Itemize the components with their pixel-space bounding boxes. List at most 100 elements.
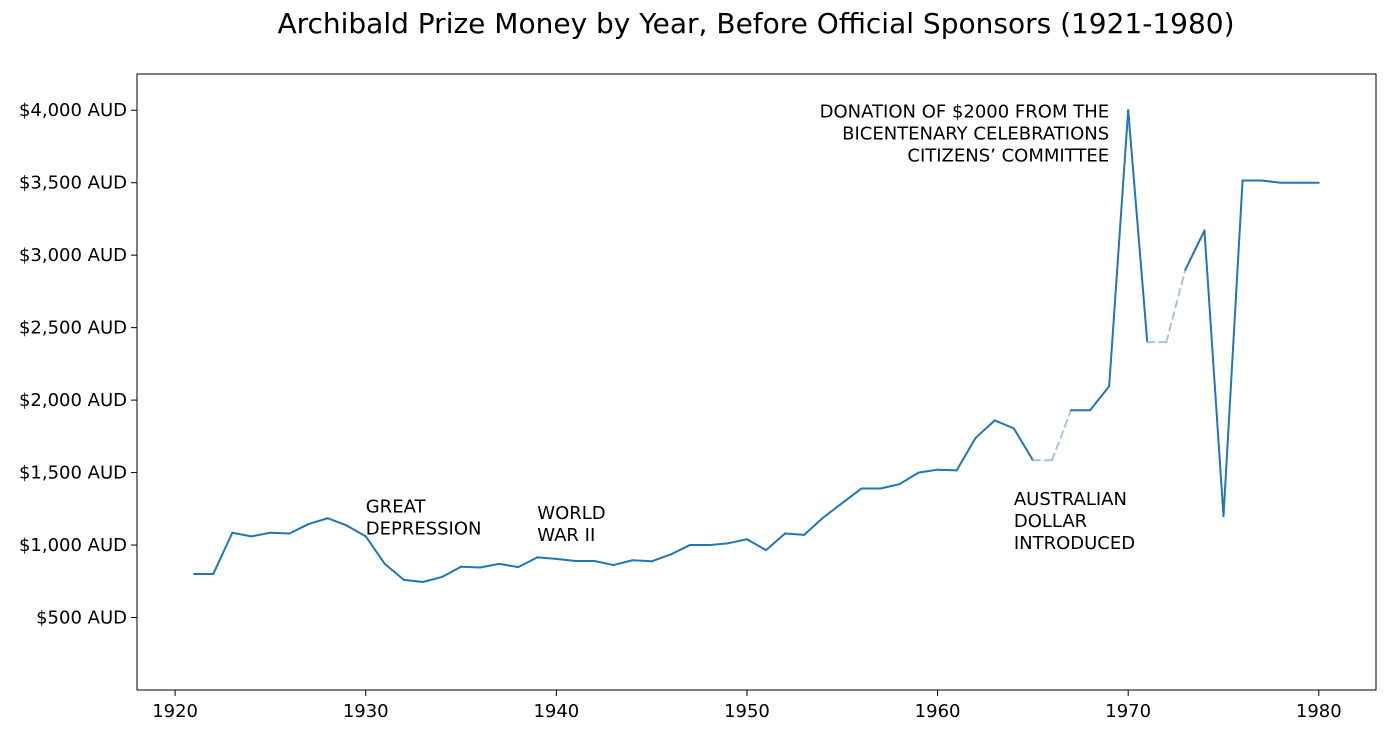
data-point [365,535,367,537]
data-point [346,524,348,526]
data-point [879,488,881,490]
data-point [250,535,252,537]
line-segment [669,544,691,556]
data-point [498,563,500,565]
data-point [1127,109,1129,111]
data-point [918,472,920,474]
line-segment [745,538,768,552]
data-point [288,532,290,534]
line-segment [784,532,806,536]
data-point [1280,182,1282,184]
data-point [822,517,824,519]
data-point [784,532,786,534]
line-segment [1089,385,1111,412]
line-segment [345,524,367,538]
line-segment [917,468,939,474]
data-point [1184,269,1186,271]
data-point [384,563,386,565]
data-point [1299,182,1301,184]
data-point [1261,180,1263,182]
y-tick-label: $4,000 AUD [19,100,127,121]
data-point [1108,385,1110,387]
data-point [1051,459,1053,461]
data-point [841,502,843,504]
line-segment [460,565,482,569]
data-point [574,560,576,562]
line-segment [822,502,844,519]
x-tick-label: 1940 [533,701,579,722]
data-point [517,566,519,568]
data-point [689,544,691,546]
line-segment [555,557,577,563]
data-point [269,532,271,534]
line-segment [803,516,825,536]
y-tick-label: $500 AUD [36,608,127,629]
y-tick-label: $2,000 AUD [19,390,127,411]
data-point [555,558,557,560]
line-segment [402,578,424,584]
data-point [670,553,672,555]
data-point [327,517,329,519]
data-point [803,534,805,536]
data-point [651,560,653,562]
annotation: GREAT DEPRESSION [366,496,482,539]
line-segment [307,517,329,526]
line-segment [593,560,615,567]
line-segment [269,531,291,535]
x-tick-label: 1970 [1105,701,1151,722]
data-point [708,544,710,546]
data-point [1089,409,1091,411]
x-tick-label: 1960 [915,701,961,722]
line-segment [765,532,787,552]
annotation: DONATION OF $2000 FROM THE BICENTENARY CE… [820,101,1109,166]
data-point [479,567,481,569]
line-segment [288,523,310,535]
line-segment [1108,109,1130,388]
line-segment [536,556,558,560]
plot-frame [136,73,1377,691]
data-point [422,581,424,583]
x-tick-label: 1950 [724,701,770,722]
line-segment [726,538,748,545]
y-tick-label: $1,500 AUD [19,463,127,484]
line-segment [898,471,920,486]
data-point [956,469,958,471]
data-point [1013,427,1015,429]
line-segment [936,468,958,472]
line-segment [498,562,520,569]
line-segment [479,562,501,569]
data-point [632,559,634,561]
data-point [727,542,729,544]
data-point [1223,515,1225,517]
line-segment [955,436,977,472]
data-point [193,573,195,575]
data-point [1070,409,1072,411]
x-tick-label: 1920 [152,701,198,722]
line-segment [1222,179,1244,518]
data-point [1318,182,1320,184]
estimated-segment [1050,409,1073,462]
line-segment [517,556,539,569]
data-point [308,523,310,525]
y-tick-label: $1,000 AUD [19,535,127,556]
data-point [403,579,405,581]
estimated-segment [1165,268,1187,344]
line-segment [1012,427,1034,462]
line-segment [326,517,348,527]
line-segment [612,559,634,567]
data-point [765,549,767,551]
y-tick-label: $2,500 AUD [19,318,127,339]
line-segment [841,487,863,505]
line-segment [1260,179,1282,184]
line-segment [440,565,463,578]
axes: 1920 1930 1940 1950 1960 1970 1980 $500 AUD $1,0… [19,73,1377,722]
data-point [1032,459,1034,461]
data-point [1242,180,1244,182]
line-segment [383,562,405,581]
data-point [460,566,462,568]
data-point [746,538,748,540]
line-segment [421,575,443,584]
data-point [212,573,214,575]
annotation: AUSTRALIAN DOLLAR INTRODUCED [1014,489,1135,554]
